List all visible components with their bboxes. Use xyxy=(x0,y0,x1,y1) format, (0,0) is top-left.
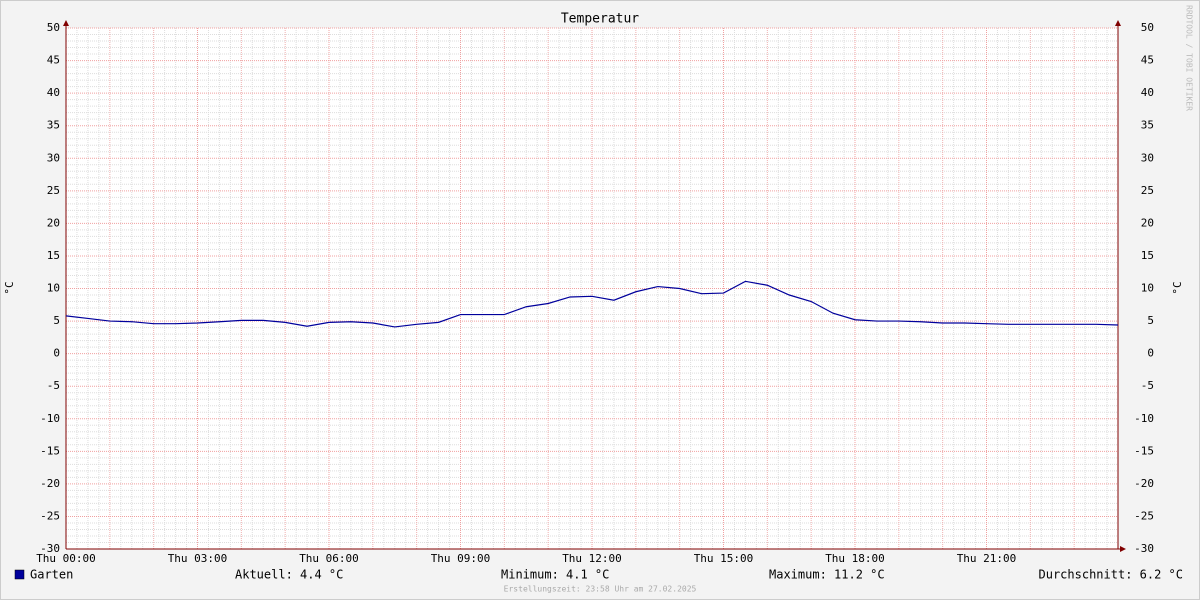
y-tick-label: -30 xyxy=(40,542,60,555)
axis-arrow xyxy=(1120,546,1126,552)
x-tick-label: Thu 06:00 xyxy=(299,552,359,565)
y2-tick-label: 25 xyxy=(1141,184,1154,197)
y2-tick-label: 50 xyxy=(1141,21,1154,34)
legend-label: Garten xyxy=(30,568,73,582)
y-tick-label: 30 xyxy=(47,151,60,164)
y2-tick-label: -25 xyxy=(1134,509,1154,522)
y-tick-label: 35 xyxy=(47,119,60,132)
x-tick-label: Thu 18:00 xyxy=(825,552,885,565)
x-tick-label: Thu 15:00 xyxy=(694,552,754,565)
y-tick-label: 10 xyxy=(47,282,60,295)
y2-tick-label: -5 xyxy=(1141,379,1154,392)
y-tick-label: -15 xyxy=(40,444,60,457)
y2-tick-label: 20 xyxy=(1141,216,1154,229)
y2-tick-label: -20 xyxy=(1134,477,1154,490)
legend-swatch xyxy=(14,569,25,580)
y2-tick-label: 35 xyxy=(1141,119,1154,132)
x-tick-label: Thu 21:00 xyxy=(957,552,1017,565)
axis-arrow xyxy=(1115,20,1121,26)
y-tick-label: 0 xyxy=(53,347,60,360)
footer: Erstellungszeit: 23:58 Uhr am 27.02.2025 xyxy=(504,585,697,594)
legend-stat: Minimum: 4.1 °C xyxy=(501,568,609,582)
x-tick-label: Thu 03:00 xyxy=(168,552,228,565)
x-tick-label: Thu 09:00 xyxy=(431,552,491,565)
y2-tick-label: -30 xyxy=(1134,542,1154,555)
y-axis-label: °C xyxy=(3,281,16,294)
y-tick-label: 45 xyxy=(47,54,60,67)
legend-stat: Aktuell: 4.4 °C xyxy=(235,568,343,582)
y2-tick-label: -10 xyxy=(1134,412,1154,425)
y2-tick-label: 0 xyxy=(1147,347,1154,360)
y2-tick-label: 40 xyxy=(1141,86,1154,99)
y-tick-label: 20 xyxy=(47,216,60,229)
y-tick-label: 25 xyxy=(47,184,60,197)
y2-axis-label: °C xyxy=(1171,281,1184,294)
y-tick-label: -20 xyxy=(40,477,60,490)
y2-tick-label: -15 xyxy=(1134,444,1154,457)
y-tick-label: 15 xyxy=(47,249,60,262)
y2-tick-label: 45 xyxy=(1141,54,1154,67)
line-series xyxy=(65,280,1119,328)
axis-arrow xyxy=(63,20,69,26)
y2-tick-label: 5 xyxy=(1147,314,1154,327)
y-tick-label: -5 xyxy=(47,379,60,392)
y2-tick-label: 10 xyxy=(1141,282,1154,295)
legend-stat: Durchschnitt: 6.2 °C xyxy=(1039,568,1184,582)
y2-tick-label: 15 xyxy=(1141,249,1154,262)
legend-stat: Maximum: 11.2 °C xyxy=(769,568,885,582)
y-tick-label: 5 xyxy=(53,314,60,327)
y-tick-label: 40 xyxy=(47,86,60,99)
y-tick-label: -25 xyxy=(40,509,60,522)
y-tick-label: 50 xyxy=(47,21,60,34)
watermark: RRDTOOL / TOBI OETIKER xyxy=(1185,5,1194,111)
chart-title: Temperatur xyxy=(561,12,639,27)
y-tick-label: -10 xyxy=(40,412,60,425)
x-tick-label: Thu 12:00 xyxy=(562,552,622,565)
x-tick-label: Thu 00:00 xyxy=(36,552,96,565)
y2-tick-label: 30 xyxy=(1141,151,1154,164)
